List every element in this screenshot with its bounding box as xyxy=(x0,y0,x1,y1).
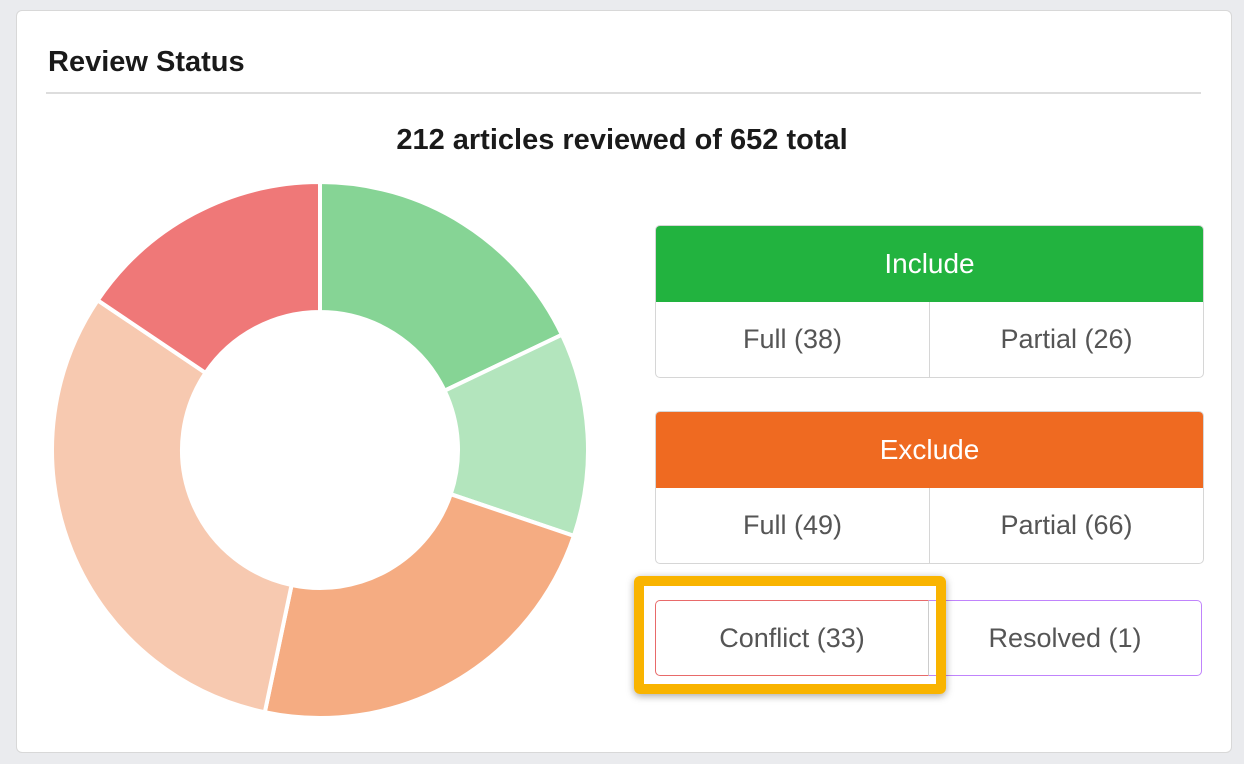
include-full-button[interactable]: Full (38) xyxy=(742,324,843,354)
donut-slice-exclude-full[interactable] xyxy=(262,491,577,720)
exclude-header[interactable]: Exclude xyxy=(656,412,1203,488)
donut-slice-conflict[interactable] xyxy=(94,179,322,376)
highlight-box xyxy=(634,576,946,694)
donut-slice-exclude-partial[interactable] xyxy=(50,297,294,715)
card-title: Review Status xyxy=(48,46,245,78)
exclude-group: Exclude Full (49) Partial (66) xyxy=(655,411,1204,564)
include-group: Include Full (38) Partial (26) xyxy=(655,225,1204,378)
donut-slice-include-full[interactable] xyxy=(318,179,565,394)
donut-slice-include-partial[interactable] xyxy=(441,332,590,539)
divider xyxy=(46,92,1201,94)
resolved-button[interactable]: Resolved (1) xyxy=(929,600,1202,676)
review-summary: 212 articles reviewed of 652 total xyxy=(396,124,848,156)
include-partial-button[interactable]: Partial (26) xyxy=(929,302,1203,377)
conflict-button[interactable]: Conflict (33) xyxy=(655,600,929,676)
include-header[interactable]: Include xyxy=(656,226,1203,302)
exclude-partial-button[interactable]: Partial (66) xyxy=(929,488,1203,563)
exclude-full-button[interactable]: Full (49) xyxy=(742,510,843,540)
